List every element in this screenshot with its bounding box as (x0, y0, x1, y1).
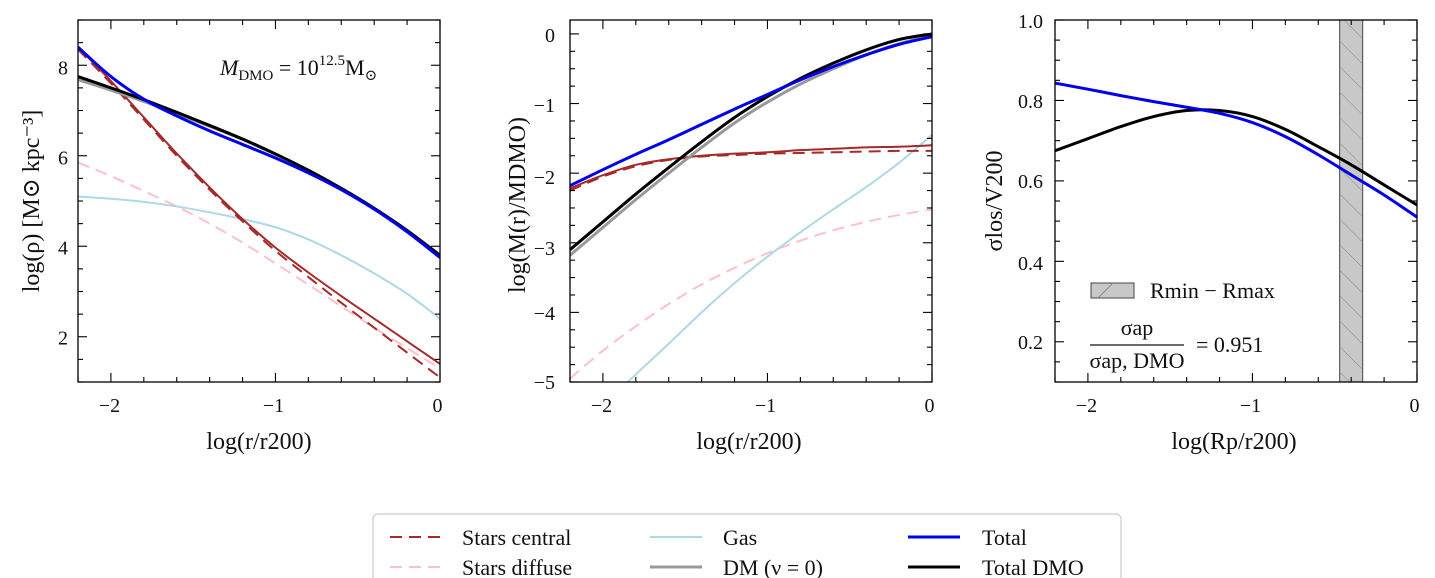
dispersion-ytick-label: 0.6 (1018, 171, 1043, 193)
series-line-stars-diffuse (570, 208, 932, 380)
density-ytick-label: 6 (58, 148, 68, 170)
dispersion-xtick-label: 0 (1410, 395, 1420, 417)
density-ytick-label: 8 (58, 58, 68, 80)
mass-x-axis-label: log(r/r200) (696, 429, 801, 455)
series-line-total-dmo (1055, 108, 1417, 207)
mass-ytick-label: −2 (534, 167, 555, 189)
r-range-band-hatch (1339, 20, 1363, 382)
legend-label-total-dmo: Total DMO (982, 555, 1084, 578)
ratio-value: = 0.951 (1196, 332, 1263, 357)
density-x-axis-label: log(r/r200) (206, 429, 311, 455)
density-xtick-label: 0 (433, 395, 443, 417)
legend: Stars central Stars diffuse Gas DM (ν = … (372, 513, 1122, 578)
dispersion-xtick-label: −1 (1240, 395, 1261, 417)
density-panel: −2 −1 0 2 4 6 8 log(r/r200) log(ρ) [M⊙ k… (19, 19, 443, 455)
density-y-axis-label: log(ρ) [M⊙ kpc⁻³] (19, 110, 45, 293)
mass-axes-frame (569, 19, 933, 383)
dispersion-ytick-label: 0.8 (1018, 91, 1043, 113)
legend-box (372, 513, 1122, 578)
mass-ytick-label: −1 (534, 95, 555, 117)
mass-ytick-label: −4 (534, 303, 555, 325)
mass-xtick-label: 0 (925, 395, 935, 417)
series-line-stars-total (570, 144, 932, 190)
density-ytick-label: 4 (58, 238, 68, 260)
density-axes-frame (77, 19, 441, 383)
series-line-total (570, 35, 932, 188)
series-line-stars-central (570, 149, 932, 192)
mass-annotation-unit-sub: ⊙ (365, 68, 378, 84)
series-line-total (78, 46, 440, 259)
dispersion-axes-frame (1054, 19, 1418, 383)
mass-panel: −2 −1 0 −5 −4 −3 −2 −1 0 log(r/r200) log… (505, 19, 935, 455)
legend-items (390, 535, 960, 569)
mass-annotation: MDMO = 1012.5M⊙ (219, 53, 377, 84)
dispersion-ytick-label: 1.0 (1018, 11, 1043, 33)
legend-label-stars-diffuse: Stars diffuse (462, 555, 572, 578)
density-xtick-label: −1 (263, 395, 284, 417)
series-line-dm-0 (570, 33, 932, 257)
series-line-gas (78, 195, 440, 320)
dispersion-x-axis-label: log(Rp/r200) (1171, 429, 1296, 455)
mass-annotation-eq: = 10 (273, 55, 318, 80)
mass-ytick-label: −3 (534, 238, 555, 260)
dispersion-ytick-label: 0.4 (1018, 253, 1043, 275)
mass-annotation-exp: 12.5 (319, 53, 345, 69)
density-xtick-label: −2 (99, 395, 120, 417)
legend-label-gas: Gas (723, 525, 757, 550)
dispersion-curves (1055, 81, 1417, 219)
mass-ytick-label: 0 (545, 25, 555, 47)
mass-annotation-unit: M (345, 55, 365, 80)
series-line-stars-total (78, 46, 440, 365)
legend-label-stars-central: Stars central (462, 525, 571, 550)
mass-ticks (569, 20, 933, 383)
dispersion-xtick-label: −2 (1076, 395, 1097, 417)
series-line-total-dmo (570, 32, 932, 251)
dispersion-ytick-label: 0.2 (1018, 332, 1043, 354)
series-line-gas (626, 134, 932, 382)
mass-xtick-label: −2 (591, 395, 612, 417)
density-ytick-label: 2 (58, 328, 68, 350)
legend-label-dm: DM (ν = 0) (723, 555, 823, 578)
mass-curves (570, 32, 932, 382)
band-legend-swatch (1090, 282, 1135, 299)
mass-ytick-label: −5 (534, 372, 555, 394)
legend-label-total: Total (982, 525, 1027, 550)
mass-annotation-sub: DMO (238, 68, 273, 84)
band-legend-hatch (1097, 282, 1114, 299)
density-curves (78, 46, 440, 379)
mass-y-axis-label: log(M(r)/MDMO) (505, 117, 531, 293)
dispersion-panel: −2 −1 0 0.2 0.4 0.6 0.8 1.0 log(Rp/r200)… (982, 11, 1420, 455)
ratio-numerator: σap (1121, 315, 1154, 340)
dispersion-y-axis-label: σlos/V200 (982, 151, 1008, 252)
mass-annotation-m: M (219, 55, 240, 80)
mass-xtick-label: −1 (755, 395, 776, 417)
ratio-denominator: σap, DMO (1090, 348, 1185, 373)
band-legend-label: Rmin − Rmax (1150, 278, 1275, 303)
series-line-stars-central (78, 48, 440, 379)
series-line-total (1055, 81, 1417, 219)
